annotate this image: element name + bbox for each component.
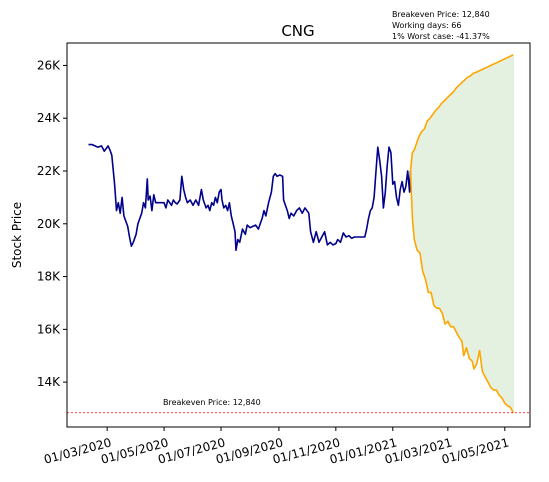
y-tick-label: 22K [37, 164, 61, 178]
breakeven-line-label: Breakeven Price: 12,840 [163, 398, 261, 407]
y-tick-label: 14K [37, 375, 61, 389]
y-tick-label: 20K [37, 217, 61, 231]
y-tick-label: 26K [37, 58, 61, 72]
lower-bound-series-line [409, 170, 514, 414]
y-tick-label: 16K [37, 322, 61, 336]
plot-frame [66, 42, 531, 428]
breakeven-price-annotation: Breakeven Price: 12,840 [392, 10, 490, 19]
worst-case-annotation: 1% Worst case: -41.37% [392, 32, 490, 41]
working-days-annotation: Working days: 66 [392, 21, 461, 30]
historical-series-line [88, 143, 412, 251]
upper-bound-series-line [409, 54, 514, 172]
y-tick-label: 18K [37, 270, 61, 284]
y-axis-label: Stock Price [10, 202, 24, 268]
series-lines [88, 54, 514, 414]
y-axis-ticks: 14K 16K 18K 20K 22K 24K 26K [37, 58, 67, 389]
y-tick-label: 24K [37, 111, 61, 125]
chart-title: CNG [281, 22, 314, 40]
